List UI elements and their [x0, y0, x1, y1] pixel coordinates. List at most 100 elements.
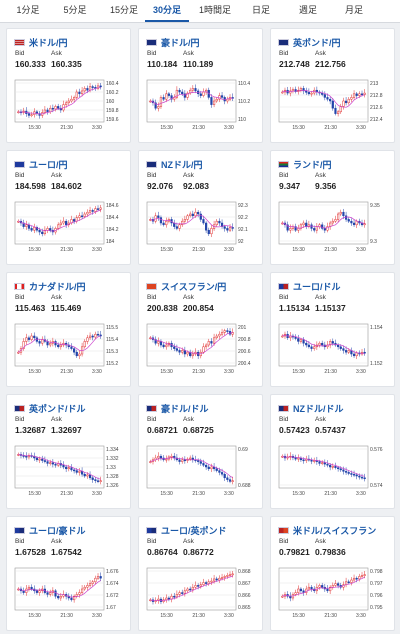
currency-pair-link[interactable]: NZドル/ドル [278, 402, 390, 414]
tab-4[interactable]: 1時間足 [198, 5, 231, 15]
ask-label: Ask [315, 416, 326, 423]
candle-body [173, 346, 176, 349]
candle-body [210, 341, 213, 344]
currency-pair-link[interactable]: 米ドル/スイスフラン [278, 524, 390, 536]
x-tick-label: 15:30 [28, 125, 41, 131]
candle-body [167, 93, 171, 96]
currency-pair-link[interactable]: 英ポンド/ドル [14, 402, 126, 414]
candle-body [186, 215, 189, 220]
x-tick-label: 15:30 [160, 491, 173, 497]
y-tick-label: 159.6 [106, 117, 119, 123]
candle-body [57, 344, 60, 348]
x-tick-label: 21:30 [60, 369, 73, 375]
candle-body [352, 473, 356, 476]
currency-pair-link[interactable]: 米ドル/円 [14, 36, 126, 48]
flag-au-icon [146, 39, 157, 46]
currency-pair-link[interactable]: ユーロ/豪ドル [14, 524, 126, 536]
currency-pair-link[interactable]: ユーロ/ドル [278, 280, 390, 292]
rate-card[interactable]: カナダドル/円 Bid Ask 115.463 115.469 115.5 115.4 115… [6, 272, 131, 387]
tab-5[interactable]: 日足 [251, 5, 270, 15]
currency-pair-link[interactable]: ランド/円 [278, 158, 390, 170]
rate-card[interactable]: 英ポンド/ドル Bid Ask 1.32687 1.32697 1.334 1.332 1.3… [6, 394, 131, 509]
candle-body [207, 229, 210, 235]
candle-body [218, 220, 221, 224]
candle-body [91, 581, 94, 584]
y-tick-label: 0.574 [370, 483, 383, 489]
x-tick-label: 21:30 [324, 491, 337, 497]
candle-body [17, 351, 20, 354]
rate-card[interactable]: ユーロ/英ポンド Bid Ask 0.86764 0.86772 0.868 0.867 0.… [138, 516, 263, 631]
tab-7[interactable]: 月足 [344, 5, 363, 15]
currency-pair-link[interactable]: 豪ドル/円 [146, 36, 258, 48]
candle-body [313, 228, 316, 231]
moving-average-line [282, 334, 365, 354]
ask-value: 92.083 [183, 181, 209, 191]
candle-body [331, 220, 334, 224]
candle-body [228, 574, 232, 576]
candle-body [194, 585, 197, 588]
currency-pair-link[interactable]: 英ポンド/円 [278, 36, 390, 48]
rate-card[interactable]: ユーロ/豪ドル Bid Ask 1.67528 1.67542 1.676 1.674 1.6… [6, 516, 131, 631]
candle-body [226, 228, 229, 231]
flag-eu-us-icon [278, 283, 289, 290]
rate-card[interactable]: 米ドル/円 Bid Ask 160.333 160.335 160.4 160.2 160 15… [6, 28, 131, 143]
candle-body [86, 88, 89, 91]
rate-card[interactable]: 英ポンド/円 Bid Ask 212.748 212.756 213 212.8 212.6 2… [270, 28, 395, 143]
currency-pair-link[interactable]: カナダドル/円 [14, 280, 126, 292]
rate-card[interactable]: NZドル/ドル Bid Ask 0.57423 0.57437 0.576 0.574 15:… [270, 394, 395, 509]
tab-3[interactable]: 30分足 [145, 0, 189, 22]
candle-body [212, 578, 216, 582]
candle-body [165, 220, 168, 226]
tab-6[interactable]: 週足 [298, 5, 317, 15]
tab-1[interactable]: 5分足 [63, 5, 87, 15]
tab-0[interactable]: 1分足 [16, 5, 40, 15]
candle-body [223, 576, 226, 578]
rate-card[interactable]: ユーロ/円 Bid Ask 184.598 184.602 184.6 184.4 184.2… [6, 150, 131, 265]
rate-card[interactable]: 豪ドル/ドル Bid Ask 0.68721 0.68725 0.69 0.688 15:30… [138, 394, 263, 509]
candle-body [99, 480, 102, 482]
flag-za-icon [278, 161, 289, 168]
moving-average-line [18, 580, 101, 598]
candle-body [363, 477, 366, 480]
x-tick-label: 3:30 [92, 369, 102, 375]
currency-pair-link[interactable]: ユーロ/英ポンド [146, 524, 258, 536]
candle-body [25, 588, 28, 593]
candle-body [231, 573, 234, 576]
rate-card[interactable]: スイスフラン/円 Bid Ask 200.838 200.854 201 200.8 200.… [138, 272, 263, 387]
candle-body [186, 351, 189, 355]
candlestick-chart: 115.5 115.4 115.3 115.2 15:30 21:30 3:30 [14, 323, 118, 375]
bid-value: 0.79821 [279, 547, 310, 557]
candle-body [352, 577, 356, 581]
bid-value: 110.184 [147, 59, 178, 69]
rate-card[interactable]: 米ドル/スイスフラン Bid Ask 0.79821 0.79836 0.798 0.797… [270, 516, 395, 631]
currency-pair-link[interactable]: スイスフラン/円 [146, 280, 258, 292]
currency-pair-link[interactable]: NZドル/円 [146, 158, 258, 170]
candle-body [297, 338, 300, 342]
y-tick-label: 1.326 [106, 483, 119, 489]
candlestick-chart: 1.676 1.674 1.672 1.67 15:30 21:30 3:30 [14, 567, 119, 619]
currency-pair-link[interactable]: ユーロ/円 [14, 158, 126, 170]
candle-body [339, 211, 342, 215]
rate-card[interactable]: ユーロ/ドル Bid Ask 1.15134 1.15137 1.154 1.152 15:3… [270, 272, 395, 387]
flag-au-us-icon [146, 405, 157, 412]
rate-card[interactable]: NZドル/円 Bid Ask 92.076 92.083 92.3 92.2 92.1 92 15… [138, 150, 263, 265]
candle-body [183, 93, 186, 98]
moving-average-line [282, 576, 365, 597]
bid-label: Bid [147, 50, 157, 57]
candle-body [165, 597, 168, 601]
pair-title: ランド/円 [293, 160, 332, 170]
candle-body [231, 227, 234, 229]
candle-body [326, 588, 329, 592]
candle-body [347, 350, 350, 353]
rate-card[interactable]: 豪ドル/円 Bid Ask 110.184 110.189 110.4 110.2 110 15… [138, 28, 263, 143]
candle-body [54, 106, 57, 110]
y-tick-label: 201 [238, 325, 247, 331]
currency-pair-link[interactable]: 豪ドル/ドル [146, 402, 258, 414]
candle-body [344, 350, 348, 353]
candle-body [347, 581, 350, 584]
candle-body [360, 575, 364, 577]
candle-body [157, 455, 160, 459]
candle-body [175, 348, 178, 351]
tab-2[interactable]: 15分足 [109, 5, 138, 15]
rate-card[interactable]: ランド/円 Bid Ask 9.347 9.356 9.35 9.3 15:30 21:30 3:… [270, 150, 395, 265]
